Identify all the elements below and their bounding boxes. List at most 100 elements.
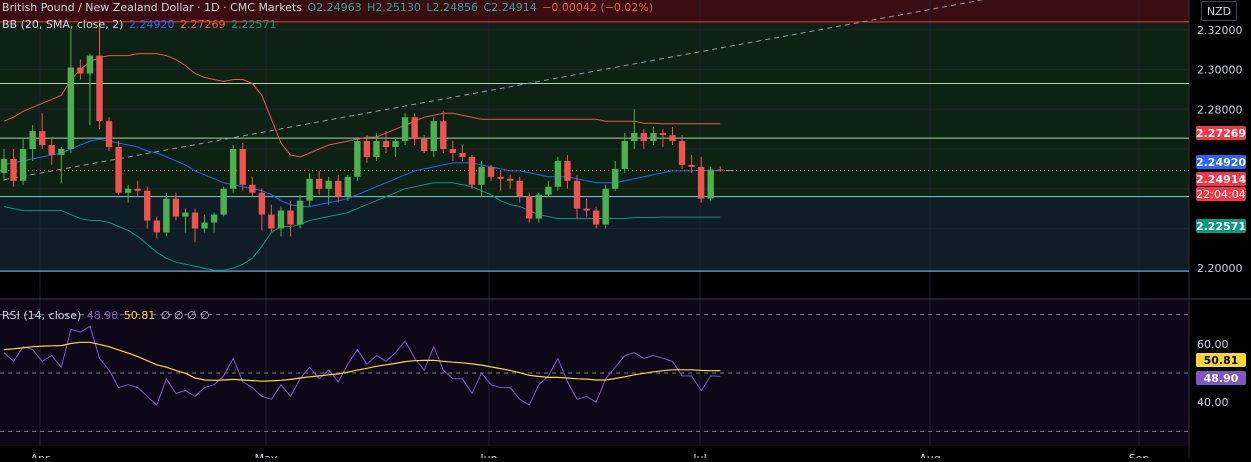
candle-32	[306, 172, 313, 207]
price-tick-label: 2.28000	[1197, 103, 1243, 116]
candle-33	[315, 170, 323, 195]
bb-lower-price-tag: 2.22571	[1195, 219, 1247, 233]
candle-body	[201, 222, 208, 229]
candle-73	[697, 156, 705, 203]
candle-27	[258, 188, 266, 231]
candle-body	[354, 141, 361, 177]
rsi-ma-line	[3, 341, 721, 382]
candle-49	[468, 154, 476, 189]
candle-body	[77, 67, 84, 74]
candle-75	[717, 166, 724, 172]
zone-2	[0, 196, 1189, 272]
trend-line-layer	[0, 0, 1189, 181]
symbol-title[interactable]: British Pound / New Zealand Dollar · 1D …	[2, 1, 302, 14]
rsi-layer	[0, 314, 1189, 432]
rsi-value: 48.90	[86, 309, 119, 322]
candle-71	[678, 135, 686, 169]
candle-body	[392, 141, 399, 148]
candle-body	[421, 139, 428, 151]
candle-body	[650, 133, 657, 142]
candle-body	[306, 178, 313, 201]
candle-59	[564, 154, 571, 189]
rsi-label: RSI (14, close)	[2, 309, 82, 322]
candle-23	[220, 186, 227, 217]
candle-65	[621, 133, 628, 173]
candle-26	[249, 176, 256, 197]
candle-body	[468, 156, 476, 185]
candle-body	[669, 135, 676, 142]
bar-countdown-tag: 22:04:04	[1196, 187, 1246, 201]
candle-43	[411, 113, 418, 146]
candle-body	[602, 188, 609, 225]
candle-67	[640, 129, 648, 149]
candle-46	[440, 111, 447, 153]
candle-12	[115, 141, 122, 195]
candle-0	[0, 149, 8, 181]
candle-10	[96, 19, 103, 130]
bb-basis-price-tag: 2.24920	[1195, 155, 1247, 169]
candle-body	[678, 141, 686, 165]
candle-72	[688, 154, 695, 173]
candle-body	[592, 210, 600, 225]
candle-24	[230, 145, 237, 193]
candle-7	[67, 29, 75, 153]
candle-body	[707, 169, 714, 199]
candle-74	[707, 166, 714, 201]
candle-19	[182, 208, 189, 233]
candle-body	[0, 158, 8, 173]
price-tick-label: 2.32000	[1197, 24, 1243, 37]
bb-basis-value: 2.24920	[128, 18, 175, 31]
candle-body	[277, 210, 285, 229]
candle-53	[506, 174, 514, 189]
candle-body	[564, 160, 571, 181]
candle-body	[153, 220, 160, 233]
axes-layer: 2.320002.300002.280002.220002.2000060.00…	[30, 24, 1243, 462]
candle-39	[373, 133, 380, 161]
candle-body	[325, 180, 332, 189]
bb-label: BB (20, SMA, close, 2)	[2, 18, 124, 31]
candle-51	[487, 164, 495, 181]
candle-34	[325, 176, 332, 205]
candle-body	[105, 121, 113, 148]
candle-6	[58, 147, 65, 183]
rsi-price-tag: 48.90	[1196, 371, 1246, 385]
candle-61	[583, 198, 590, 217]
candle-52	[497, 170, 504, 191]
legend-rsi-row[interactable]: RSI (14, close) 48.90 50.81 ∅ ∅ ∅ ∅	[2, 309, 212, 322]
candle-body	[268, 214, 275, 229]
candle-9	[86, 53, 94, 126]
candle-body	[459, 152, 466, 157]
candle-body	[220, 188, 227, 215]
ohlc-open: O2.24963	[307, 1, 362, 14]
candle-18	[172, 192, 180, 221]
candle-body	[96, 55, 103, 122]
candle-body	[545, 186, 552, 195]
candle-58	[554, 156, 562, 191]
rsi-ma-price-tag: 50.81	[1196, 353, 1246, 367]
candle-36	[344, 174, 351, 201]
candle-62	[592, 206, 600, 229]
candle-14	[134, 180, 141, 197]
last-price-tag: 2.24914	[1195, 172, 1247, 186]
candle-body	[29, 131, 36, 149]
candle-38	[363, 135, 371, 163]
candle-body	[373, 141, 380, 157]
rsi-tick-label: 40.00	[1197, 396, 1229, 409]
candle-body	[191, 212, 199, 229]
candle-2	[19, 139, 27, 185]
candle-41	[392, 137, 399, 157]
candle-body	[249, 184, 256, 193]
candle-5	[48, 137, 55, 165]
candle-70	[669, 127, 676, 146]
candle-body	[48, 145, 55, 155]
candle-body	[449, 149, 457, 153]
currency-selector[interactable]: NZD	[1201, 1, 1237, 21]
candle-body	[287, 210, 294, 225]
candle-66	[631, 109, 638, 149]
legend-bb-row[interactable]: BB (20, SMA, close, 2) 2.24920 2.27269 2…	[2, 18, 278, 31]
candle-body	[124, 188, 132, 193]
trend-line	[3, 0, 985, 181]
candle-body	[535, 194, 542, 219]
candle-body	[134, 188, 141, 191]
